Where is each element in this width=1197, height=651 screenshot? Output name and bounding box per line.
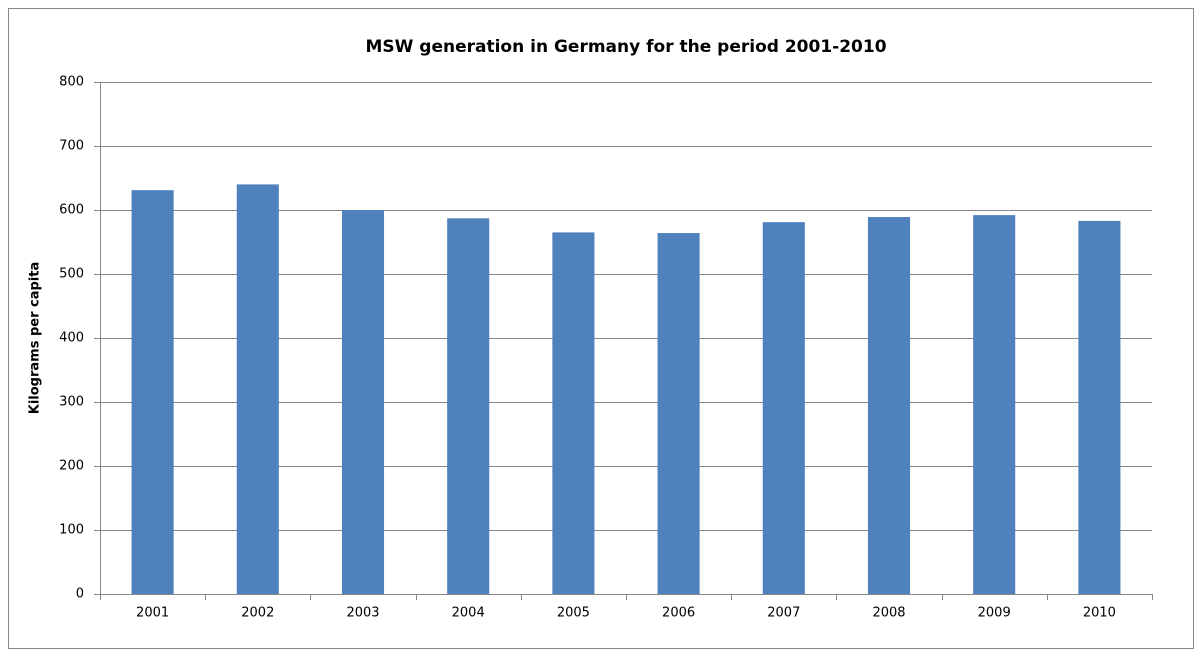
y-tick-label: 600 xyxy=(59,203,84,218)
bar xyxy=(447,218,490,594)
y-tick-label: 500 xyxy=(59,267,84,282)
y-tick-label: 300 xyxy=(59,395,84,410)
x-tick-label: 2007 xyxy=(767,606,800,621)
x-tick-label: 2005 xyxy=(557,606,590,621)
y-tick-label: 0 xyxy=(76,587,84,602)
bar xyxy=(657,233,700,595)
bar xyxy=(973,215,1016,594)
x-tick-label: 2010 xyxy=(1083,606,1116,621)
x-tick-label: 2002 xyxy=(241,606,274,621)
y-tick-label: 700 xyxy=(59,139,84,154)
bar xyxy=(236,184,279,594)
bar xyxy=(341,210,385,594)
chart-title: MSW generation in Germany for the period… xyxy=(365,37,886,57)
x-tick-label: 2001 xyxy=(136,606,169,621)
x-tick-label: 2004 xyxy=(452,606,485,621)
bar xyxy=(762,222,805,594)
x-tick-label: 2008 xyxy=(872,606,905,621)
bar xyxy=(552,232,595,594)
y-tick-label: 400 xyxy=(59,331,84,346)
x-tick-label: 2006 xyxy=(662,606,695,621)
y-tick-label: 100 xyxy=(59,523,84,538)
x-tick-label: 2009 xyxy=(978,606,1011,621)
bar xyxy=(1078,220,1121,594)
bar xyxy=(131,190,174,594)
y-axis-label: Kilograms per capita xyxy=(28,262,43,415)
x-tick-label: 2003 xyxy=(346,606,379,621)
chart-border xyxy=(8,8,1194,649)
y-tick-label: 200 xyxy=(59,459,84,474)
y-tick-label: 800 xyxy=(59,75,84,90)
bar xyxy=(867,217,911,595)
